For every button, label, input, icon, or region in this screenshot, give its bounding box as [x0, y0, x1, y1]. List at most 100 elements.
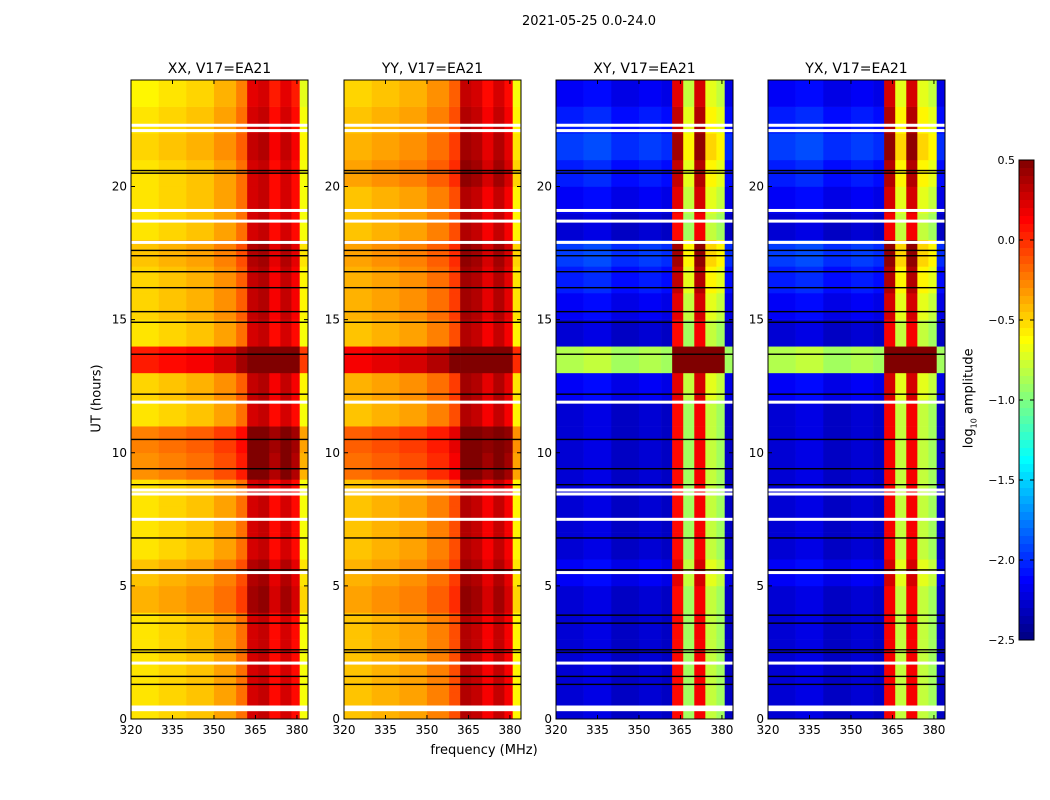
flagged-row-black — [344, 484, 521, 486]
heatmap-cell — [258, 106, 270, 134]
heatmap-cell — [258, 452, 270, 480]
heatmap-cell — [258, 346, 270, 374]
colorbar-segment — [1019, 504, 1034, 513]
heatmap-cell — [344, 293, 372, 320]
flagged-row-white — [768, 129, 945, 133]
heatmap-cell — [638, 372, 662, 400]
heatmap-cell — [460, 133, 472, 161]
heatmap-cell — [291, 239, 301, 267]
heatmap-cell — [672, 372, 684, 400]
flagged-row-black — [131, 321, 308, 323]
panel-yx: YX, V17=EA21 320 335 350 365 380 0 5 10 15 20 — [749, 61, 946, 737]
heatmap-cell — [247, 319, 259, 347]
x-tick-label: 350 — [416, 723, 439, 737]
heatmap-cell — [705, 532, 717, 560]
heatmap-cell — [683, 293, 695, 320]
heatmap-cell — [213, 399, 237, 427]
flagged-row-black — [768, 353, 945, 355]
heatmap-cell — [683, 452, 695, 480]
heatmap-cell — [426, 266, 450, 294]
flagged-row-black — [768, 255, 945, 257]
colorbar-segment — [1019, 168, 1034, 177]
heatmap-cell — [850, 239, 874, 267]
heatmap-cell — [471, 612, 483, 640]
y-tick-label: 5 — [544, 579, 552, 593]
heatmap-cell — [661, 186, 673, 214]
heatmap-cell — [694, 399, 706, 427]
heatmap-cell — [471, 239, 483, 267]
heatmap-cell — [716, 213, 726, 241]
heatmap-cell — [795, 293, 824, 320]
heatmap-cell — [768, 319, 796, 347]
colorbar-segment — [1019, 616, 1034, 625]
heatmap-cell — [795, 80, 824, 107]
heatmap-cell — [895, 372, 907, 400]
heatmap-cell — [493, 213, 505, 241]
colorbar-segment — [1019, 224, 1034, 233]
heatmap-cell — [280, 133, 292, 161]
colorbar-segment — [1019, 304, 1034, 313]
heatmap-cell — [247, 346, 259, 374]
heatmap-cell — [936, 532, 946, 560]
heatmap-cell — [186, 612, 215, 640]
heatmap-cell — [258, 665, 270, 693]
heatmap-cell — [556, 452, 584, 480]
panel-xx: XX, V17=EA21 320 335 350 365 380 0 5 10 15 20 — [112, 61, 309, 737]
heatmap-cell — [850, 133, 874, 161]
flagged-row-black — [344, 321, 521, 323]
flagged-row-white — [768, 705, 945, 709]
heatmap-cell — [638, 585, 662, 613]
heatmap-cell — [672, 399, 684, 427]
heatmap-cell — [280, 585, 292, 613]
heatmap-cell — [344, 665, 372, 693]
heatmap-cell — [291, 186, 301, 214]
heatmap-cell — [493, 266, 505, 294]
heatmap-cell — [724, 612, 734, 640]
flagged-row-black — [768, 683, 945, 686]
heatmap-cell — [884, 585, 896, 613]
heatmap-cell — [399, 133, 428, 161]
heatmap-cell — [906, 133, 918, 161]
colorbar-segment — [1019, 320, 1034, 329]
flagged-row-black — [556, 569, 733, 571]
heatmap-cell — [449, 213, 461, 241]
flagged-row-black — [344, 271, 521, 273]
heatmap-cell — [280, 186, 292, 214]
heatmap-cell — [460, 239, 472, 267]
heatmap-cell — [917, 346, 929, 374]
flagged-row-black — [556, 353, 733, 355]
heatmap-cell — [131, 612, 159, 640]
heatmap-cell — [512, 186, 522, 214]
heatmap-cell — [917, 186, 929, 214]
x-tick-label: 335 — [798, 723, 821, 737]
flagged-row-black — [556, 649, 733, 651]
heatmap-cell — [672, 612, 684, 640]
heatmap-cell — [371, 293, 400, 320]
flagged-row-white — [344, 517, 521, 521]
flagged-row-black — [344, 622, 521, 624]
heatmap-cell — [895, 266, 907, 294]
heatmap-cell — [371, 585, 400, 613]
heatmap-cell — [186, 266, 215, 294]
heatmap-cell — [186, 106, 215, 134]
heatmap-cell — [280, 239, 292, 267]
heatmap-cell — [482, 532, 494, 560]
flagged-row-black — [344, 438, 521, 441]
heatmap-cell — [873, 213, 885, 241]
flagged-row-black — [768, 393, 945, 395]
heatmap-cell — [493, 319, 505, 347]
heatmap-cell — [716, 612, 726, 640]
heatmap-cell — [768, 106, 796, 134]
colorbar-tick-label: −0.5 — [988, 314, 1015, 327]
heatmap-cell — [482, 239, 494, 267]
heatmap-cell — [460, 213, 472, 241]
heatmap-cell — [291, 133, 301, 161]
panel-frame — [767, 79, 946, 720]
flagged-row-white — [131, 708, 308, 712]
flagged-row-black — [344, 393, 521, 395]
heatmap-cell — [611, 266, 640, 294]
y-tick-label: 15 — [325, 313, 340, 327]
heatmap-cell — [672, 239, 684, 267]
heatmap-cell — [850, 213, 874, 241]
flagged-row-white — [768, 219, 945, 223]
